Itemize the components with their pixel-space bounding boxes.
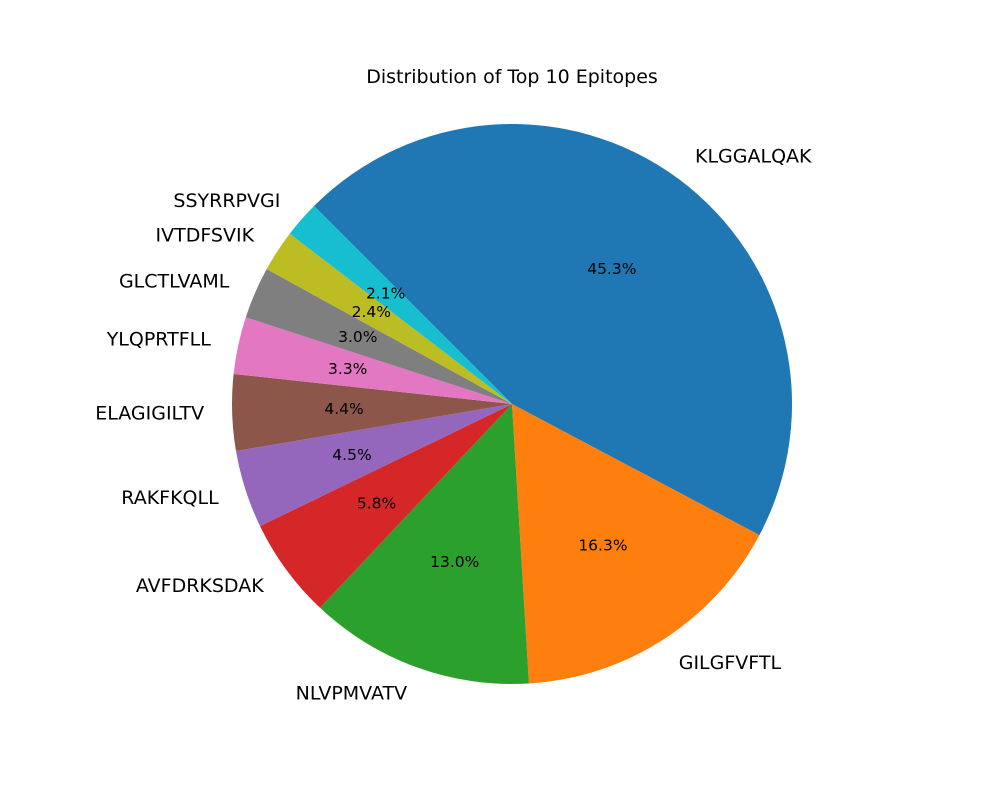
pie-slice-avfdrksdak: [260, 404, 512, 608]
chart-title: Distribution of Top 10 Epitopes: [366, 66, 658, 88]
percent-label-ylqprtfll: 3.3%: [328, 360, 367, 378]
slice-labels: KLGGALQAK GILGFVFTL NLVPMVATV AVFDRKSDAK RAK…: [95, 145, 812, 704]
slice-label-glctlvaml: GLCTLVAML: [119, 271, 230, 293]
percent-label-avfdrksdak: 5.8%: [357, 494, 396, 512]
slice-percent-labels: 45.3% 16.3% 13.0% 5.8% 4.5% 4.4% 3.3% 3.0% 2.4%2…: [324, 260, 636, 571]
pie-slice-rakfkqll: [235, 404, 512, 527]
slice-label-ssyrrpvgi: SSYRRPVGI: [173, 190, 280, 212]
slice-label-ivtdfsvik: IVTDFSVIK: [156, 225, 255, 247]
slice-label-ylqprtfll: YLQPRTFLL: [106, 328, 212, 350]
percent-label-elagigiltv: 4.4%: [324, 400, 363, 418]
pie-slice-gilgfvftl: [512, 404, 760, 684]
pie-slice-ivtdfsvik: [266, 233, 512, 404]
percent-label-rakfkqll: 4.5%: [332, 446, 371, 464]
pie-slice-klggalqak: [314, 123, 793, 536]
percent-label-nlvpmvatv: 13.0%: [430, 553, 479, 571]
slice-label-elagigiltv: ELAGIGILTV: [95, 402, 204, 424]
slice-label-avfdrksdak: AVFDRKSDAK: [136, 575, 264, 597]
percent-label-klggalqak: 45.3%: [587, 260, 636, 278]
slice-label-gilgfvftl: GILGFVFTL: [679, 652, 782, 674]
pie-slice-glctlvaml: [245, 269, 512, 404]
slice-label-rakfkqll: RAKFKQLL: [121, 487, 219, 509]
percent-label-glctlvaml: 3.0%: [338, 328, 377, 346]
percent-label-ssyrrpvgi: 2.1%: [366, 284, 405, 302]
pie-slices: [232, 123, 793, 684]
percent-label-ivtdfsvik: 2.4%: [352, 303, 391, 321]
pie-slice-nlvpmvatv: [320, 404, 529, 684]
pie-slice-ylqprtfll: [233, 317, 512, 404]
pie-slice-ssyrrpvgi: [289, 206, 512, 404]
percent-label-gilgfvftl: 16.3%: [578, 536, 627, 554]
slice-label-nlvpmvatv: NLVPMVATV: [296, 683, 407, 705]
slice-label-klggalqak: KLGGALQAK: [695, 145, 812, 167]
pie-slice-elagigiltv: [232, 373, 512, 452]
